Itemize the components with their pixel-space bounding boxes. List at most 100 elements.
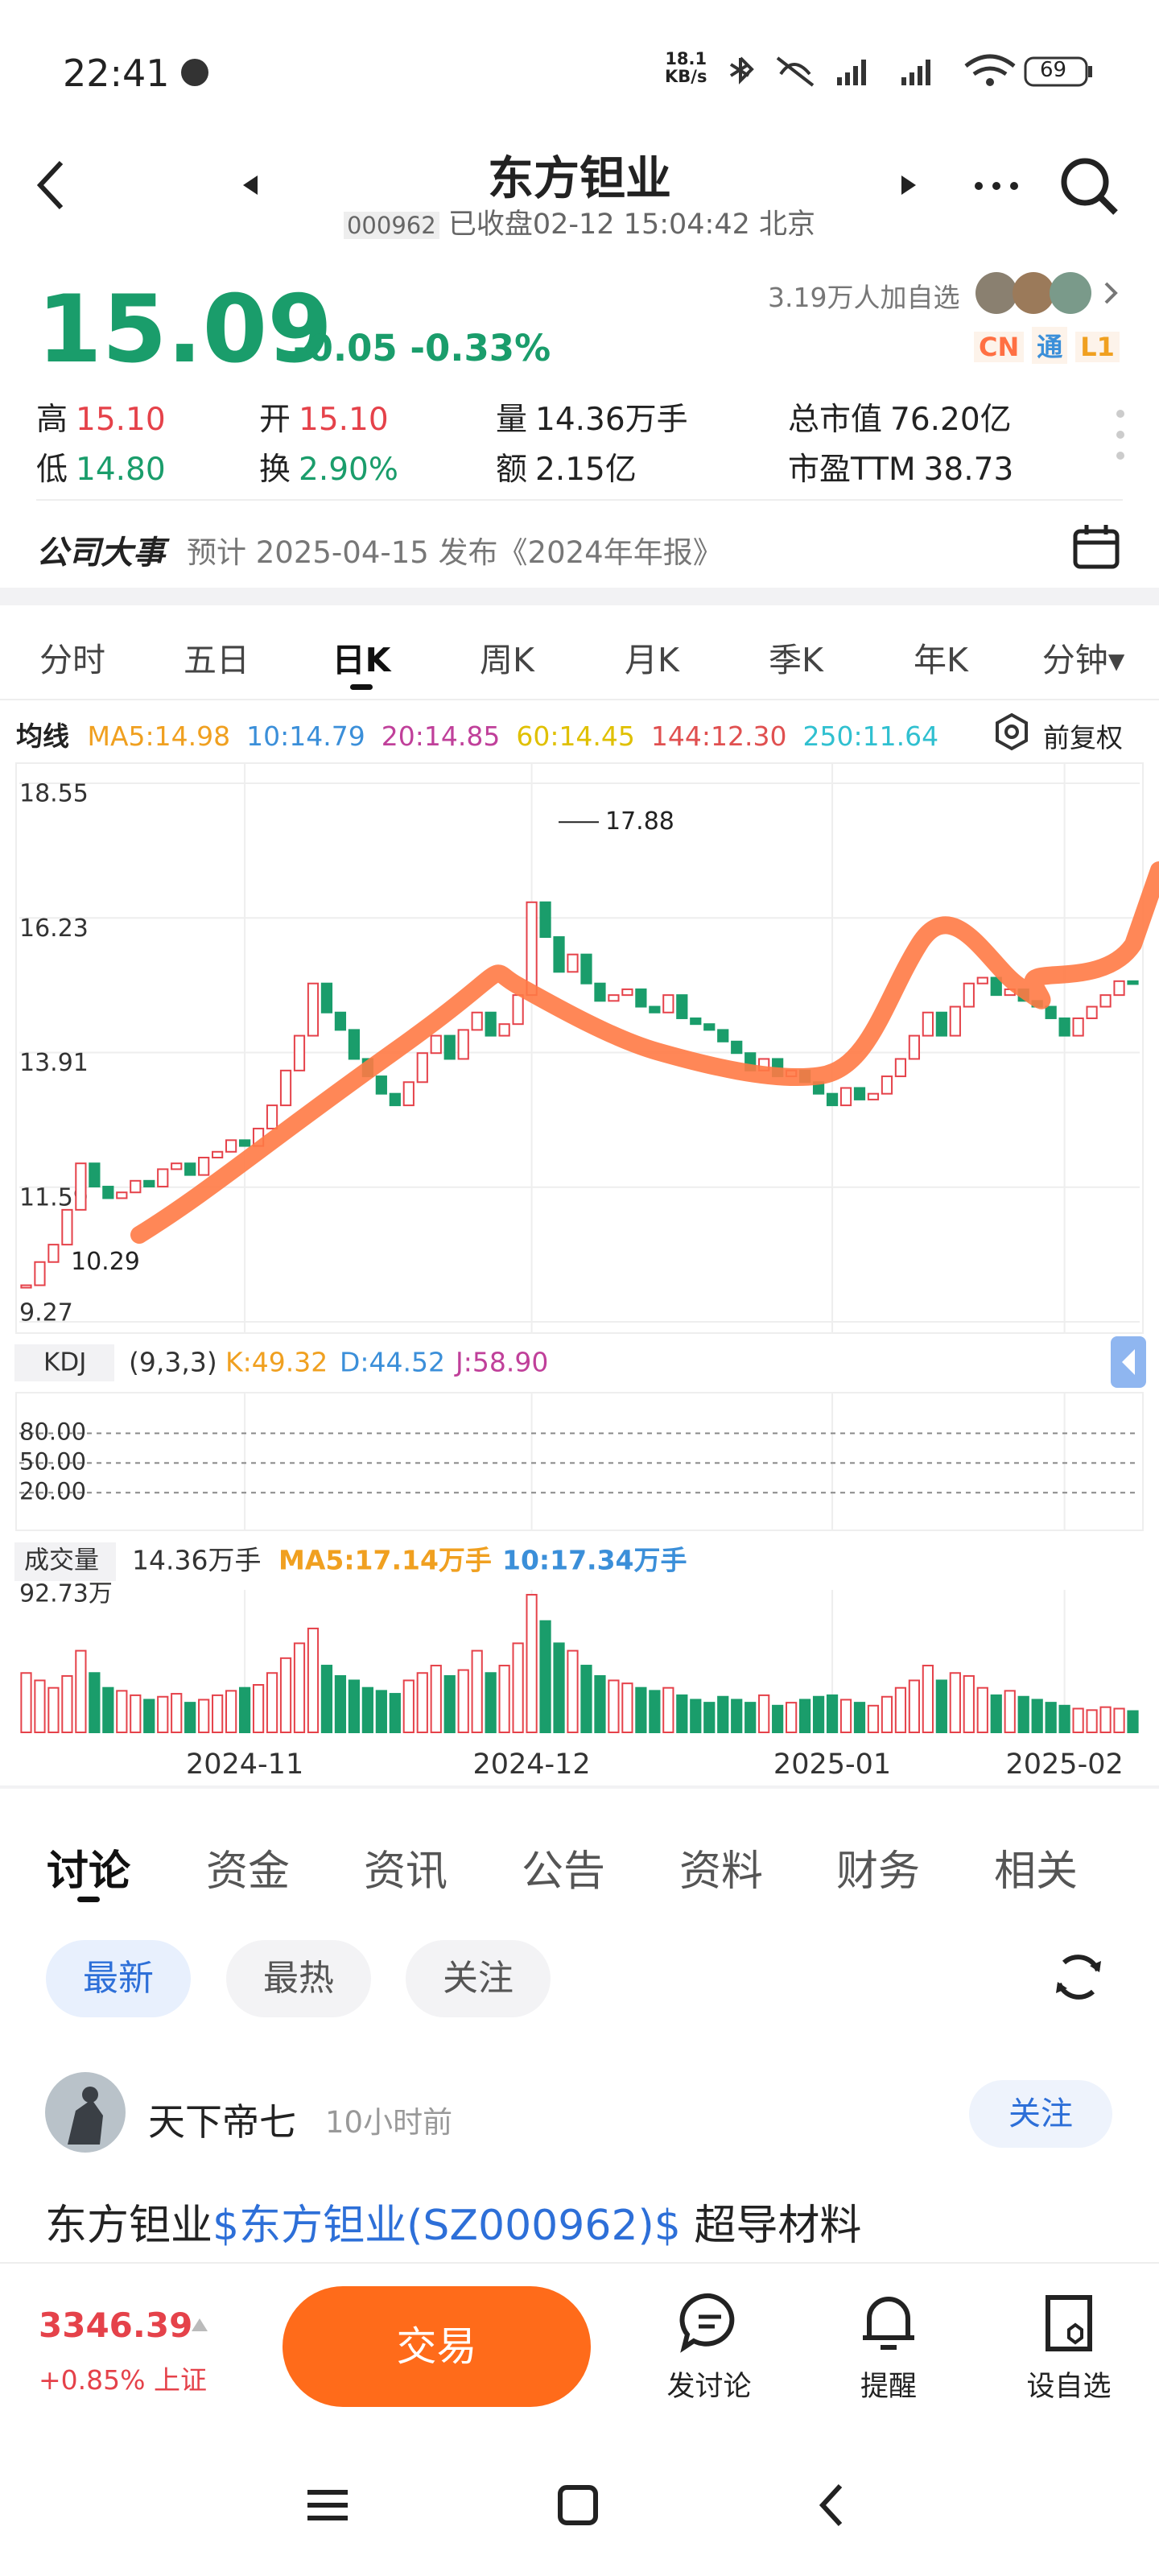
candle-body bbox=[935, 1011, 947, 1037]
kdj-k: K:49.32 bbox=[225, 1347, 328, 1378]
volume-bar bbox=[772, 1704, 784, 1733]
candle-body bbox=[293, 1034, 306, 1071]
refresh-icon[interactable] bbox=[1048, 1946, 1109, 2008]
follow-button[interactable]: 关注 bbox=[969, 2080, 1112, 2148]
candle-body bbox=[539, 901, 551, 939]
action-label[interactable]: 设自选 bbox=[1026, 2371, 1112, 2403]
discuss-icon[interactable] bbox=[678, 2291, 742, 2355]
kdj-params: (9,3,3) bbox=[129, 1347, 217, 1378]
search-button[interactable] bbox=[1058, 155, 1122, 219]
period-tab[interactable]: 周K bbox=[480, 641, 534, 679]
volume-bar bbox=[635, 1686, 647, 1733]
candle-body bbox=[676, 994, 688, 1019]
prev-stock[interactable] bbox=[238, 172, 262, 198]
volume-bar bbox=[690, 1699, 702, 1733]
volume-bar bbox=[361, 1686, 373, 1733]
hand-drawn-trend bbox=[130, 861, 1159, 1244]
badges: CN 通 L1 bbox=[974, 327, 1128, 364]
discussion-tab[interactable]: 相关 bbox=[993, 1847, 1078, 1896]
volume-bar bbox=[75, 1649, 87, 1733]
volume-bar bbox=[143, 1699, 155, 1733]
candle-body bbox=[990, 976, 1002, 997]
discussion-tab[interactable]: 资料 bbox=[678, 1847, 763, 1896]
period-tab[interactable]: 日K bbox=[332, 641, 391, 679]
candle-body bbox=[102, 1186, 114, 1199]
volume-bar bbox=[839, 1699, 852, 1733]
section-gap bbox=[0, 588, 1159, 605]
stats-more[interactable] bbox=[1111, 402, 1135, 467]
volume-bar bbox=[320, 1665, 333, 1733]
period-tab[interactable]: 季K bbox=[769, 641, 823, 679]
filter-pill[interactable]: 关注 bbox=[406, 1940, 551, 2017]
volume-bar bbox=[498, 1665, 510, 1733]
volume-bar bbox=[1086, 1709, 1098, 1733]
net-speed: 18.1 KB/s bbox=[665, 50, 707, 85]
net-speed-value: 18.1 bbox=[665, 49, 707, 68]
adjust-icon[interactable] bbox=[992, 712, 1032, 752]
volume-bar bbox=[471, 1649, 483, 1733]
candle-body bbox=[89, 1162, 101, 1188]
stat-label: 换 bbox=[259, 452, 291, 488]
candle-body bbox=[1072, 1017, 1084, 1037]
period-tab[interactable]: 分时 bbox=[39, 641, 105, 679]
calendar-icon[interactable] bbox=[1070, 522, 1122, 573]
index-value[interactable]: 3346.39 bbox=[39, 2306, 193, 2345]
index-change: +0.85% 上证 bbox=[39, 2364, 207, 2396]
user-name[interactable]: 天下帝七 bbox=[148, 2100, 296, 2144]
period-tab[interactable]: 分钟▾ bbox=[1041, 641, 1125, 679]
stat: 高 15.10 bbox=[36, 394, 166, 440]
stat: 额 2.15亿 bbox=[496, 444, 637, 489]
more-button[interactable] bbox=[972, 174, 1021, 198]
stat-label: 市盈TTM bbox=[788, 452, 916, 488]
volume-bar bbox=[279, 1657, 292, 1733]
period-tab[interactable]: 五日 bbox=[184, 641, 250, 679]
post-stock-link[interactable]: $东方钽业(SZ000962)$ bbox=[212, 2202, 681, 2250]
candle-body bbox=[498, 1023, 510, 1037]
next-stock[interactable] bbox=[897, 172, 921, 198]
y-tick-label: 13.91 bbox=[19, 1049, 89, 1077]
period-tab[interactable]: 月K bbox=[625, 641, 679, 679]
volume-bar bbox=[1058, 1704, 1070, 1733]
watchlist-icon[interactable] bbox=[1037, 2291, 1101, 2355]
discussion-tab[interactable]: 资金 bbox=[205, 1847, 290, 1896]
volume-bar bbox=[89, 1672, 101, 1733]
candle-body bbox=[662, 994, 674, 1013]
volume-bar bbox=[608, 1679, 620, 1733]
badge: L1 bbox=[1075, 332, 1120, 362]
candle-body bbox=[75, 1162, 87, 1211]
volume-bar bbox=[976, 1686, 988, 1733]
candle-body bbox=[526, 901, 538, 997]
action-label[interactable]: 提醒 bbox=[860, 2371, 917, 2403]
volume-bar bbox=[212, 1694, 224, 1733]
ma-label: 均线 bbox=[16, 720, 69, 752]
candle-body bbox=[130, 1179, 142, 1194]
volume-bar bbox=[731, 1699, 743, 1733]
filter-pill[interactable]: 最热 bbox=[226, 1940, 371, 2017]
volume-bar bbox=[1004, 1690, 1016, 1733]
alert-icon[interactable] bbox=[856, 2291, 921, 2355]
volume-bar bbox=[935, 1679, 947, 1733]
x-tick-label: 2024-11 bbox=[186, 1748, 303, 1781]
volume-bar bbox=[184, 1702, 196, 1733]
event-label: 公司大事 bbox=[36, 535, 165, 572]
stock-title: 东方钽业 bbox=[488, 152, 671, 205]
volume-bar bbox=[786, 1702, 798, 1733]
period-tab[interactable]: 年K bbox=[914, 641, 968, 679]
volume-bar bbox=[512, 1642, 524, 1733]
user-avatar[interactable] bbox=[43, 2070, 127, 2154]
volume-total: 14.36万手 bbox=[132, 1545, 261, 1576]
panel-toggle-arrow bbox=[1122, 1349, 1135, 1375]
discussion-tab[interactable]: 公告 bbox=[521, 1847, 605, 1896]
action-label[interactable]: 发讨论 bbox=[666, 2371, 752, 2403]
filter-pill[interactable]: 最新 bbox=[46, 1940, 191, 2017]
adjust-label[interactable]: 前复权 bbox=[1043, 722, 1123, 753]
trade-button[interactable]: 交易 bbox=[283, 2286, 591, 2407]
candle-body bbox=[580, 953, 592, 985]
low-label: 10.29 bbox=[71, 1248, 140, 1276]
divider bbox=[36, 499, 1123, 501]
back-button[interactable] bbox=[32, 153, 72, 217]
candle-body bbox=[1058, 1017, 1070, 1037]
discussion-tab[interactable]: 讨论 bbox=[46, 1847, 130, 1896]
discussion-tab[interactable]: 财务 bbox=[835, 1847, 920, 1896]
discussion-tab[interactable]: 资讯 bbox=[363, 1847, 448, 1896]
